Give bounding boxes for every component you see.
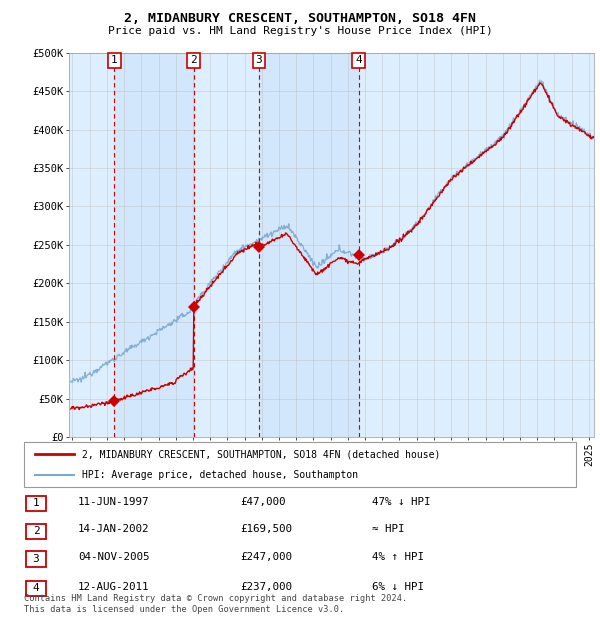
FancyBboxPatch shape xyxy=(24,442,576,487)
Text: £169,500: £169,500 xyxy=(240,525,292,534)
Text: 4: 4 xyxy=(355,55,362,65)
Text: 2: 2 xyxy=(190,55,197,65)
FancyBboxPatch shape xyxy=(26,495,46,512)
Text: 3: 3 xyxy=(256,55,262,65)
Text: Contains HM Land Registry data © Crown copyright and database right 2024.
This d: Contains HM Land Registry data © Crown c… xyxy=(24,595,407,614)
Text: 4% ↑ HPI: 4% ↑ HPI xyxy=(372,552,424,562)
Text: 04-NOV-2005: 04-NOV-2005 xyxy=(78,552,149,562)
Text: ≈ HPI: ≈ HPI xyxy=(372,525,404,534)
Text: 11-JUN-1997: 11-JUN-1997 xyxy=(78,497,149,507)
FancyBboxPatch shape xyxy=(26,580,46,596)
Text: £247,000: £247,000 xyxy=(240,552,292,562)
Text: £47,000: £47,000 xyxy=(240,497,286,507)
Text: HPI: Average price, detached house, Southampton: HPI: Average price, detached house, Sout… xyxy=(82,469,358,480)
Text: 2, MIDANBURY CRESCENT, SOUTHAMPTON, SO18 4FN (detached house): 2, MIDANBURY CRESCENT, SOUTHAMPTON, SO18… xyxy=(82,449,440,459)
Text: £237,000: £237,000 xyxy=(240,582,292,591)
Bar xyxy=(115,53,194,437)
Text: Price paid vs. HM Land Registry's House Price Index (HPI): Price paid vs. HM Land Registry's House … xyxy=(107,26,493,36)
Text: 1: 1 xyxy=(32,498,40,508)
Text: 1: 1 xyxy=(111,55,118,65)
Text: 2, MIDANBURY CRESCENT, SOUTHAMPTON, SO18 4FN: 2, MIDANBURY CRESCENT, SOUTHAMPTON, SO18… xyxy=(124,12,476,25)
Text: 3: 3 xyxy=(32,554,40,564)
Text: 6% ↓ HPI: 6% ↓ HPI xyxy=(372,582,424,591)
FancyBboxPatch shape xyxy=(26,551,46,567)
Text: 12-AUG-2011: 12-AUG-2011 xyxy=(78,582,149,591)
Text: 4: 4 xyxy=(32,583,40,593)
Text: 14-JAN-2002: 14-JAN-2002 xyxy=(78,525,149,534)
FancyBboxPatch shape xyxy=(26,523,46,539)
Text: 2: 2 xyxy=(32,526,40,536)
Text: 47% ↓ HPI: 47% ↓ HPI xyxy=(372,497,431,507)
Bar xyxy=(259,53,359,437)
